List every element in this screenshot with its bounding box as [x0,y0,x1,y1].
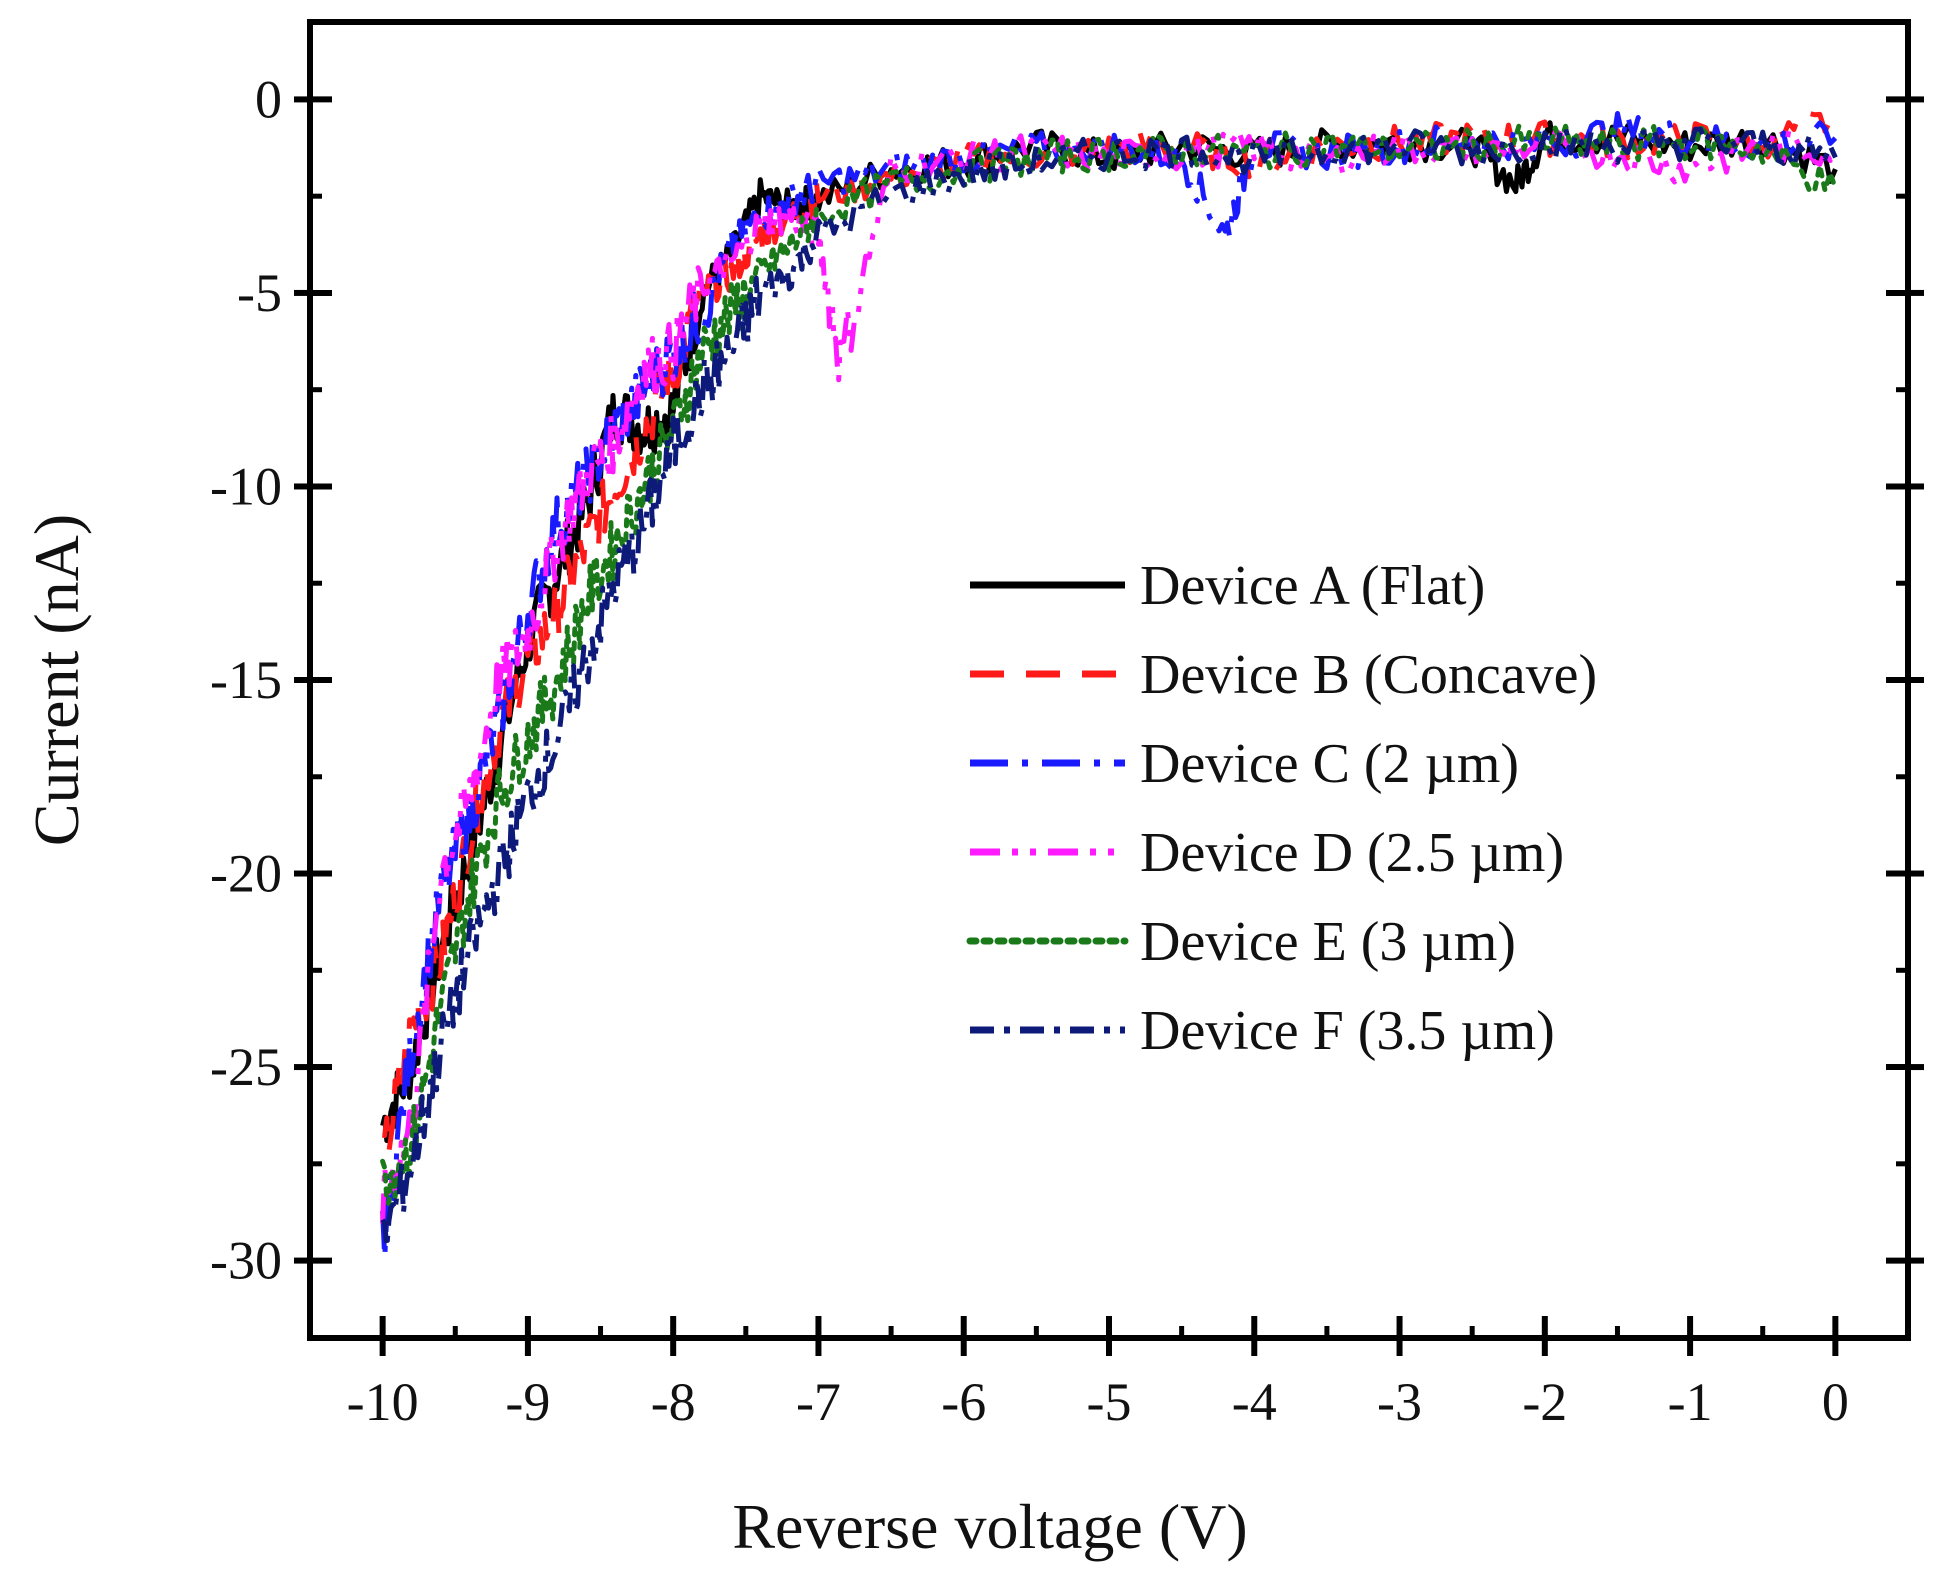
x-tick-label: -5 [1087,1372,1132,1432]
x-tick-label: -4 [1232,1372,1277,1432]
legend-label: Device E (3 µm) [1140,911,1516,973]
x-tick-label: -3 [1377,1372,1422,1432]
series-line-f [380,125,1838,1250]
legend-label: Device A (Flat) [1140,555,1485,617]
x-tick-label: -7 [796,1372,841,1432]
y-tick-label: -15 [210,650,282,710]
y-tick-label: -10 [210,456,282,516]
plot-frame [307,19,1911,1341]
series-line-c [380,111,1838,1260]
x-axis-ticks: -10 -9 -8 -7 -6 -5 -4 -3 -2 -1 0 [347,1316,1849,1432]
x-tick-label: -2 [1522,1372,1567,1432]
x-tick-label: -9 [505,1372,550,1432]
y-tick-label: -5 [237,263,282,323]
legend: Device A (Flat) Device B (Concave) Device … [966,555,1597,1062]
x-tick-label: -10 [347,1372,419,1432]
x-tick-label: -6 [941,1372,986,1432]
x-tick-label: 0 [1822,1372,1849,1432]
y-tick-label: 0 [255,69,282,129]
x-axis-label: Reverse voltage (V) [732,1491,1247,1562]
series-layer [380,111,1838,1260]
y-tick-label: -20 [210,844,282,904]
y-axis-label: Current (nA) [21,514,92,846]
series-line-d [380,128,1838,1224]
legend-label: Device D (2.5 µm) [1140,822,1564,884]
legend-label: Device B (Concave) [1140,644,1597,706]
x-tick-label: -8 [651,1372,696,1432]
y-tick-label: -30 [210,1231,282,1291]
x-tick-label: -1 [1668,1372,1713,1432]
legend-label: Device F (3.5 µm) [1140,1000,1555,1062]
y-axis-ticks: 0 -5 -10 -15 -20 -25 -30 [210,69,1924,1291]
series-line-e [380,123,1838,1207]
legend-label: Device C (2 µm) [1140,733,1519,795]
y-tick-label: -25 [210,1037,282,1097]
